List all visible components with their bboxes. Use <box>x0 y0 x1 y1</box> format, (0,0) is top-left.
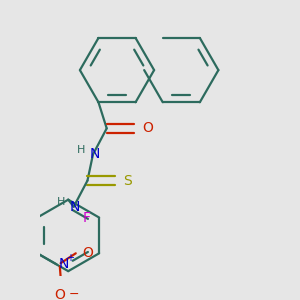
Text: N: N <box>89 148 100 161</box>
Text: O: O <box>82 246 94 260</box>
Text: O: O <box>142 122 153 135</box>
Text: −: − <box>69 288 80 300</box>
Text: +: + <box>66 253 74 263</box>
Text: S: S <box>123 174 131 188</box>
Text: H: H <box>76 145 85 154</box>
Text: N: N <box>70 200 80 214</box>
Text: H: H <box>57 197 65 207</box>
Text: O: O <box>55 287 65 300</box>
Text: F: F <box>83 211 91 225</box>
Text: N: N <box>59 257 69 271</box>
